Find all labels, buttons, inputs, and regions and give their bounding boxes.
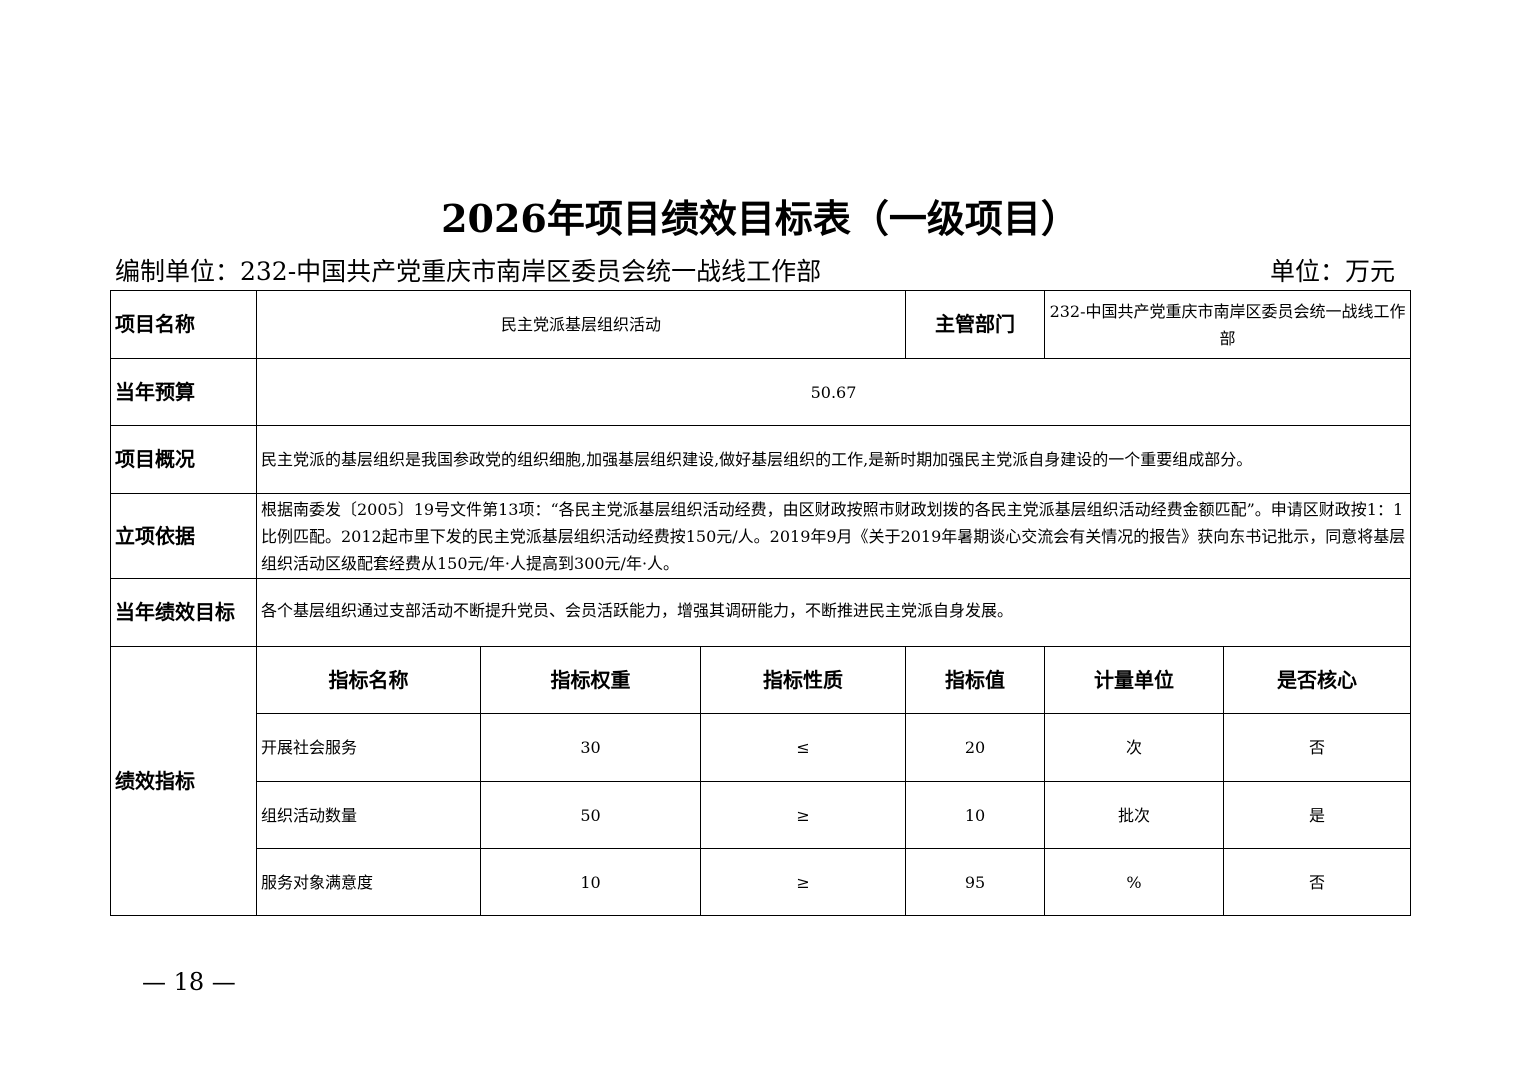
indicator-weight: 10 xyxy=(480,848,701,916)
indicator-weight: 50 xyxy=(480,781,701,849)
label-overview: 项目概况 xyxy=(110,425,257,494)
unit-label: 单位：万元 xyxy=(1269,257,1395,286)
indicator-value: 20 xyxy=(905,713,1046,782)
row-basis: 立项依据 根据南委发〔2005〕19号文件第13项：“各民主党派基层组织活动经费… xyxy=(110,493,1412,579)
table-row: 开展社会服务 30 ≤ 20 次 否 xyxy=(111,713,1412,782)
row-goal: 当年绩效目标 各个基层组织通过支部活动不断提升党员、会员活跃能力，增强其调研能力… xyxy=(110,578,1412,647)
label-budget: 当年预算 xyxy=(110,358,257,426)
indicator-header-row: 绩效指标 指标名称 指标权重 指标性质 指标值 计量单位 是否核心 xyxy=(110,646,1412,916)
header-cell: 指标名称 xyxy=(256,646,481,714)
table-row: 组织活动数量 50 ≥ 10 批次 是 xyxy=(111,781,1412,849)
row-budget: 当年预算 50.67 xyxy=(110,358,1412,426)
header-cell: 指标性质 xyxy=(699,646,907,714)
row-project-name: 项目名称 民主党派基层组织活动 主管部门 232-中国共产党重庆市南岸区委员会统… xyxy=(110,290,1412,359)
row-overview: 项目概况 民主党派的基层组织是我国参政党的组织细胞,加强基层组织建设,做好基层组… xyxy=(110,425,1412,494)
indicator-name: 组织活动数量 xyxy=(256,781,481,849)
label-project-name: 项目名称 xyxy=(110,290,257,359)
indicator-value: 10 xyxy=(905,781,1046,849)
label-goal: 当年绩效目标 xyxy=(110,578,257,647)
page-number: — 18 — xyxy=(142,968,236,996)
indicator-nature: ≥ xyxy=(699,781,907,849)
label-dept: 主管部门 xyxy=(905,290,1046,359)
performance-table: 项目名称 民主党派基层组织活动 主管部门 232-中国共产党重庆市南岸区委员会统… xyxy=(110,290,1412,916)
header-cell: 指标值 xyxy=(905,646,1046,714)
indicator-core: 否 xyxy=(1223,848,1412,916)
header-cell: 计量单位 xyxy=(1044,646,1225,714)
value-project-name: 民主党派基层组织活动 xyxy=(255,290,907,359)
indicator-unit: 批次 xyxy=(1044,781,1225,849)
indicator-unit: 次 xyxy=(1044,713,1225,782)
value-budget: 50.67 xyxy=(255,358,1412,426)
label-indicators: 绩效指标 xyxy=(110,646,257,916)
page-title: 2026年项目绩效目标表（一级项目） xyxy=(441,196,1079,241)
indicator-core: 是 xyxy=(1223,781,1412,849)
value-overview: 民主党派的基层组织是我国参政党的组织细胞,加强基层组织建设,做好基层组织的工作,… xyxy=(255,425,1412,494)
org-label: 编制单位：232-中国共产党重庆市南岸区委员会统一战线工作部 xyxy=(115,257,822,286)
value-basis: 根据南委发〔2005〕19号文件第13项：“各民主党派基层组织活动经费，由区财政… xyxy=(255,493,1412,579)
indicator-name: 开展社会服务 xyxy=(256,713,481,782)
indicator-unit: % xyxy=(1044,848,1225,916)
value-goal: 各个基层组织通过支部活动不断提升党员、会员活跃能力，增强其调研能力，不断推进民主… xyxy=(255,578,1412,647)
label-basis: 立项依据 xyxy=(110,493,257,579)
indicator-name: 服务对象满意度 xyxy=(256,848,481,916)
header-cell: 指标权重 xyxy=(480,646,701,714)
indicator-value: 95 xyxy=(905,848,1046,916)
table-row: 服务对象满意度 10 ≥ 95 % 否 xyxy=(111,848,1412,916)
header-cell: 是否核心 xyxy=(1223,646,1412,714)
header-line: 编制单位：232-中国共产党重庆市南岸区委员会统一战线工作部 单位：万元 xyxy=(115,252,1395,288)
indicator-nature: ≤ xyxy=(699,713,907,782)
indicator-nature: ≥ xyxy=(699,848,907,916)
indicator-core: 否 xyxy=(1223,713,1412,782)
value-dept: 232-中国共产党重庆市南岸区委员会统一战线工作部 xyxy=(1044,290,1412,359)
indicator-weight: 30 xyxy=(480,713,701,782)
